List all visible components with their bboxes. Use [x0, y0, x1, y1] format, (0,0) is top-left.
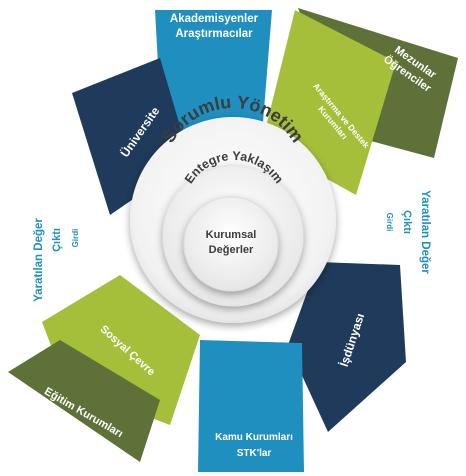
- left-input-label: Girdi: [71, 229, 80, 248]
- kamu-label-line2: STK'lar: [237, 448, 272, 459]
- segment-egitim: [8, 340, 160, 462]
- left-output-label: Çıktı: [51, 228, 63, 252]
- inner-disc: [183, 196, 279, 292]
- segment-isdunyasi: [288, 262, 406, 432]
- center-inner-line2: Değerler: [209, 244, 254, 256]
- right-input-label: Girdi: [385, 213, 394, 232]
- right-output-label: Çıktı: [401, 210, 413, 234]
- kamu-label-line1: Kamu Kurumları: [215, 432, 293, 443]
- akademisyenler-label-line1: Akademisyenler: [170, 13, 259, 25]
- center-inner-line1: Kurumsal: [206, 229, 257, 241]
- left-value-title: Yaratılan Değer: [33, 218, 45, 302]
- akademisyenler-label-line2: Araştırmacılar: [175, 28, 253, 40]
- segment-akademisyenler: [155, 10, 272, 138]
- right-value-title: Yaratılan Değer: [419, 190, 431, 274]
- segment-kamu: [198, 340, 304, 472]
